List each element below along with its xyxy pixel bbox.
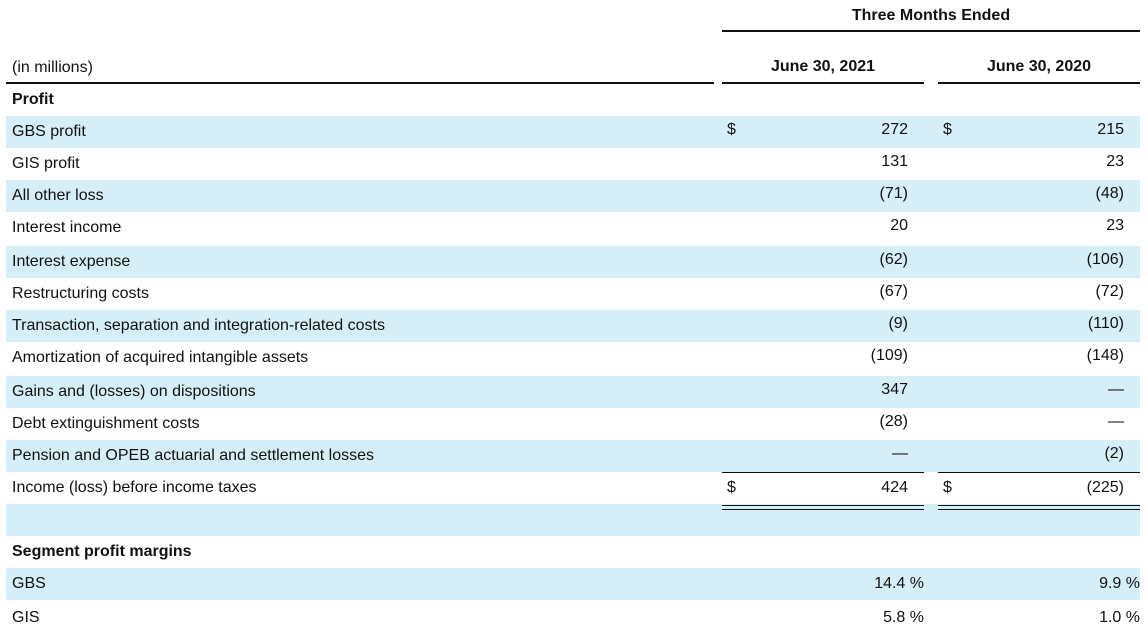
table-cell-2021: 131 [881,153,908,170]
table-cell-2021: 424 [881,479,908,496]
margin-cell-2020: 1.0 % [1099,609,1140,626]
table-cell-2021: (9) [888,315,908,332]
total-double-rule-col1 [722,509,924,510]
total-double-rule-col2 [938,509,1140,510]
table-cell-2020: 215 [1097,121,1124,138]
header-rule-col2 [938,82,1140,84]
table-row-label: GBS profit [12,123,86,140]
table-cell-2020: (2) [1104,445,1124,462]
total-double-rule-col1 [722,505,924,506]
table-cell-2020: (110) [1087,315,1124,332]
table-row-label: Income (loss) before income taxes [12,479,257,496]
row-band [6,310,1140,342]
section-title-profit: Profit [12,91,54,108]
table-cell-2021: (71) [879,185,908,202]
table-row-label: Interest income [12,219,122,236]
dollar-sign: $ [727,479,736,496]
row-band [6,376,1140,408]
table-cell-2020: — [1108,381,1124,398]
table-row-label: Interest expense [12,253,131,270]
table-row-label: Debt extinguishment costs [12,415,200,432]
table-cell-2020: (72) [1095,283,1124,300]
period-header: Three Months Ended [851,7,1011,24]
table-cell-2021: (67) [879,283,908,300]
margin-cell-2021: 14.4 % [874,575,924,592]
subtotal-rule-col1 [722,472,924,473]
table-row-label: Pension and OPEB actuarial and settlemen… [12,447,374,464]
table-cell-2021: 272 [881,121,908,138]
column-header-2020: June 30, 2020 [986,58,1092,75]
table-cell-2021: 20 [890,217,908,234]
table-row-label: Restructuring costs [12,285,149,302]
table-cell-2021: (62) [879,251,908,268]
table-row-label: GIS profit [12,155,80,172]
table-cell-2020: 23 [1106,153,1124,170]
table-cell-2021: — [892,445,908,462]
margin-cell-2021: 5.8 % [883,609,924,626]
section-title-margins: Segment profit margins [12,543,192,560]
table-cell-2020: 23 [1106,217,1124,234]
table-row-label: Gains and (losses) on dispositions [12,383,256,400]
units-label: (in millions) [12,59,93,76]
row-band [6,116,1140,148]
table-cell-2021: (109) [870,347,908,364]
table-cell-2021: (28) [879,413,908,430]
dollar-sign: $ [943,479,952,496]
row-band [6,440,1140,472]
row-band [6,568,1140,600]
table-row-label: GBS [12,575,46,592]
row-band [6,180,1140,212]
column-header-2021: June 30, 2021 [770,58,876,75]
row-band [6,246,1140,278]
dollar-sign: $ [727,121,736,138]
period-header-rule [722,30,1140,32]
table-row-label: Transaction, separation and integration-… [12,317,385,334]
subtotal-rule-col2 [938,472,1140,473]
table-row-label: GIS [12,609,40,626]
total-double-rule-col2 [938,505,1140,506]
table-cell-2020: (48) [1095,185,1124,202]
header-rule-col1 [722,82,924,84]
dollar-sign: $ [943,121,952,138]
header-rule-label [6,82,714,84]
table-row-label: All other loss [12,187,104,204]
table-row-label: Amortization of acquired intangible asse… [12,349,309,366]
table-cell-2020: (225) [1086,479,1124,496]
table-cell-2021: 347 [881,381,908,398]
table-cell-2020: (148) [1086,347,1124,364]
table-cell-2020: (106) [1086,251,1124,268]
margin-cell-2020: 9.9 % [1099,575,1140,592]
table-cell-2020: — [1108,413,1124,430]
